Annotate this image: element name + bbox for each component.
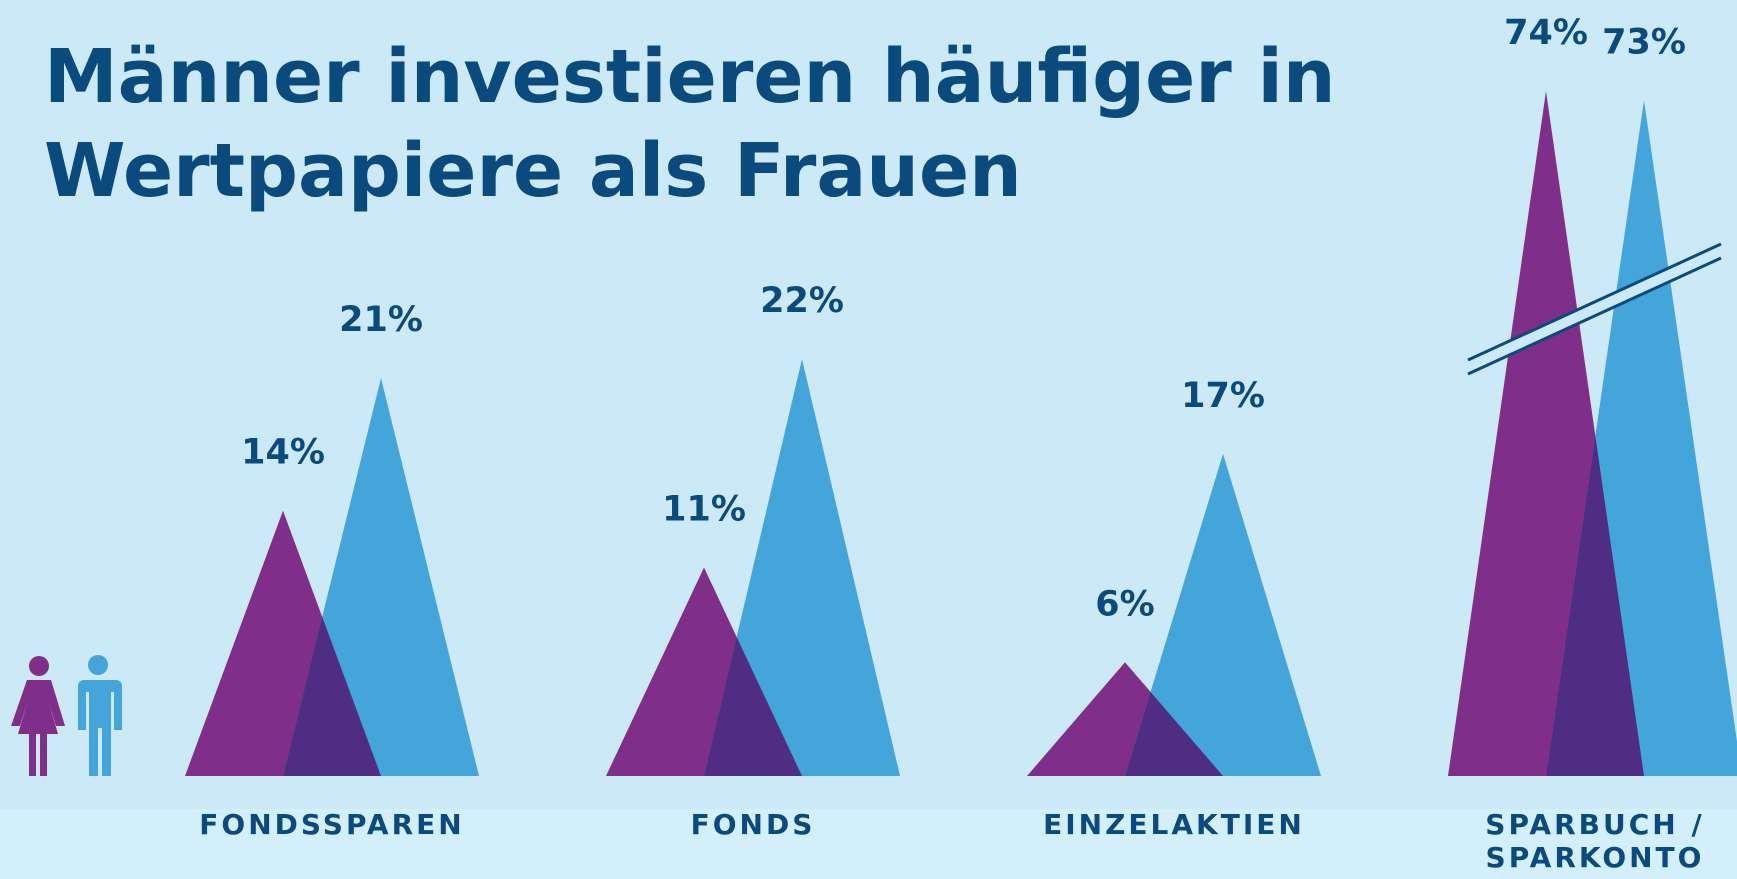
category-label: FONDSSPAREN [199, 808, 465, 841]
man-icon [78, 655, 122, 776]
axis-break-line [1467, 242, 1722, 362]
value-label: 74% [1504, 13, 1588, 53]
axis-break-line [1467, 256, 1722, 376]
value-label: 21% [339, 300, 423, 340]
value-label: 6% [1095, 584, 1154, 624]
triangle [1125, 453, 1321, 776]
chart-title: Männer investieren häufiger in Wertpapie… [44, 34, 1336, 214]
label-band [0, 809, 1737, 879]
value-label: 11% [662, 490, 746, 530]
category-label: EINZELAKTIEN [1043, 808, 1305, 841]
overlap [1125, 691, 1223, 776]
value-label: 73% [1602, 22, 1686, 62]
axis-break [1468, 244, 1721, 374]
overlap [283, 616, 381, 776]
category-label: FONDS [690, 808, 816, 841]
category-label: SPARBUCH / SPARKONTO [1485, 808, 1705, 874]
overlap [704, 637, 802, 776]
value-label: 17% [1181, 376, 1265, 416]
value-label: 14% [241, 433, 325, 473]
value-label: 22% [760, 281, 844, 321]
woman-icon [11, 656, 65, 776]
overlap [1546, 435, 1644, 776]
